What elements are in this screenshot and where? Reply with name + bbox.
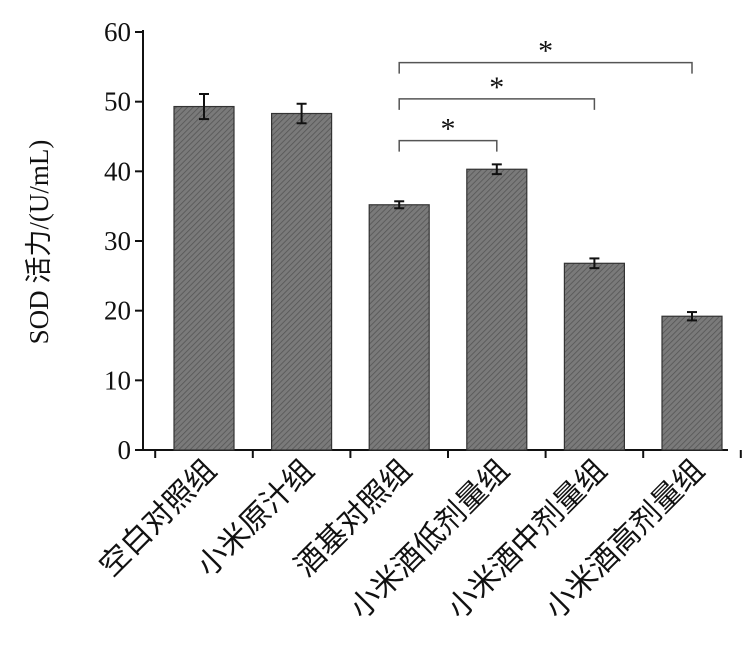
- significance-bracket: [398, 98, 596, 110]
- y-tick-label: 60: [104, 17, 131, 47]
- y-tick-label: 40: [104, 156, 131, 186]
- significance-brackets: * * *: [398, 35, 693, 152]
- significance-mark: *: [489, 71, 504, 104]
- bar: [563, 262, 626, 451]
- bar: [368, 204, 430, 451]
- bar: [661, 315, 723, 451]
- significance-mark: *: [441, 113, 456, 146]
- bar: [466, 168, 528, 451]
- bar: [271, 112, 333, 451]
- y-tick-label: 0: [118, 435, 132, 465]
- y-tick-label: 10: [104, 365, 131, 395]
- significance-bracket: [398, 139, 498, 152]
- y-tick-label: 20: [104, 296, 131, 326]
- y-tick-label: 50: [104, 87, 131, 117]
- significance-mark: *: [538, 35, 553, 68]
- y-tick-label: 30: [104, 226, 131, 256]
- y-axis-title: SOD 活力/(U/mL): [24, 140, 54, 345]
- significance-bracket: [398, 61, 693, 74]
- bar: [173, 105, 235, 451]
- axes: 0 10 20 30 40 50 60: [104, 17, 742, 465]
